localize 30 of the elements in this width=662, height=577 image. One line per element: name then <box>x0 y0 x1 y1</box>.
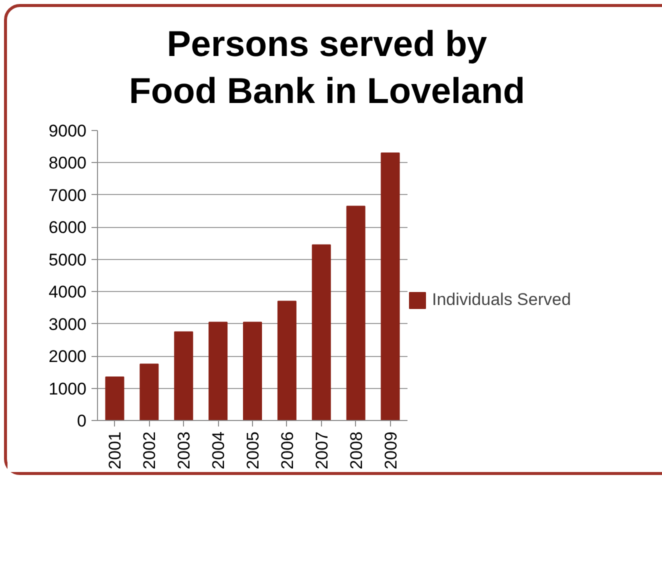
y-tick-label: 5000 <box>48 250 87 269</box>
bar <box>312 244 331 420</box>
y-tick-label: 1000 <box>48 378 87 398</box>
y-tick-label: 7000 <box>48 186 87 205</box>
x-tick-label: 2008 <box>346 431 366 469</box>
bar <box>105 376 124 420</box>
y-tick-label: 6000 <box>48 218 87 237</box>
x-tick-label: 2002 <box>140 431 160 469</box>
x-tick-label: 2004 <box>209 431 228 469</box>
y-tick-label: 2000 <box>48 346 87 366</box>
bar <box>243 321 262 420</box>
y-tick-label: 3000 <box>48 314 87 334</box>
x-tick-label: 2009 <box>381 431 400 469</box>
x-tick-label: 2001 <box>106 431 125 469</box>
x-tick-label: 2006 <box>278 431 297 469</box>
x-tick-label: 2005 <box>244 431 262 469</box>
bar <box>208 321 228 420</box>
x-tick-label: 2007 <box>312 431 332 469</box>
y-tick-label: 4000 <box>48 282 87 302</box>
bar <box>380 152 400 420</box>
y-tick-label: 8000 <box>48 153 87 172</box>
y-tick-label: 0 <box>77 411 87 430</box>
legend-label: Individuals Served <box>432 290 571 310</box>
y-tick-label: 9000 <box>48 121 87 140</box>
chart-title: Persons served by Food Bank in Loveland <box>128 22 526 113</box>
bar <box>346 205 366 420</box>
bar <box>277 300 296 420</box>
x-tick-label: 2003 <box>174 431 194 469</box>
bar <box>174 330 194 420</box>
bar <box>140 363 159 420</box>
